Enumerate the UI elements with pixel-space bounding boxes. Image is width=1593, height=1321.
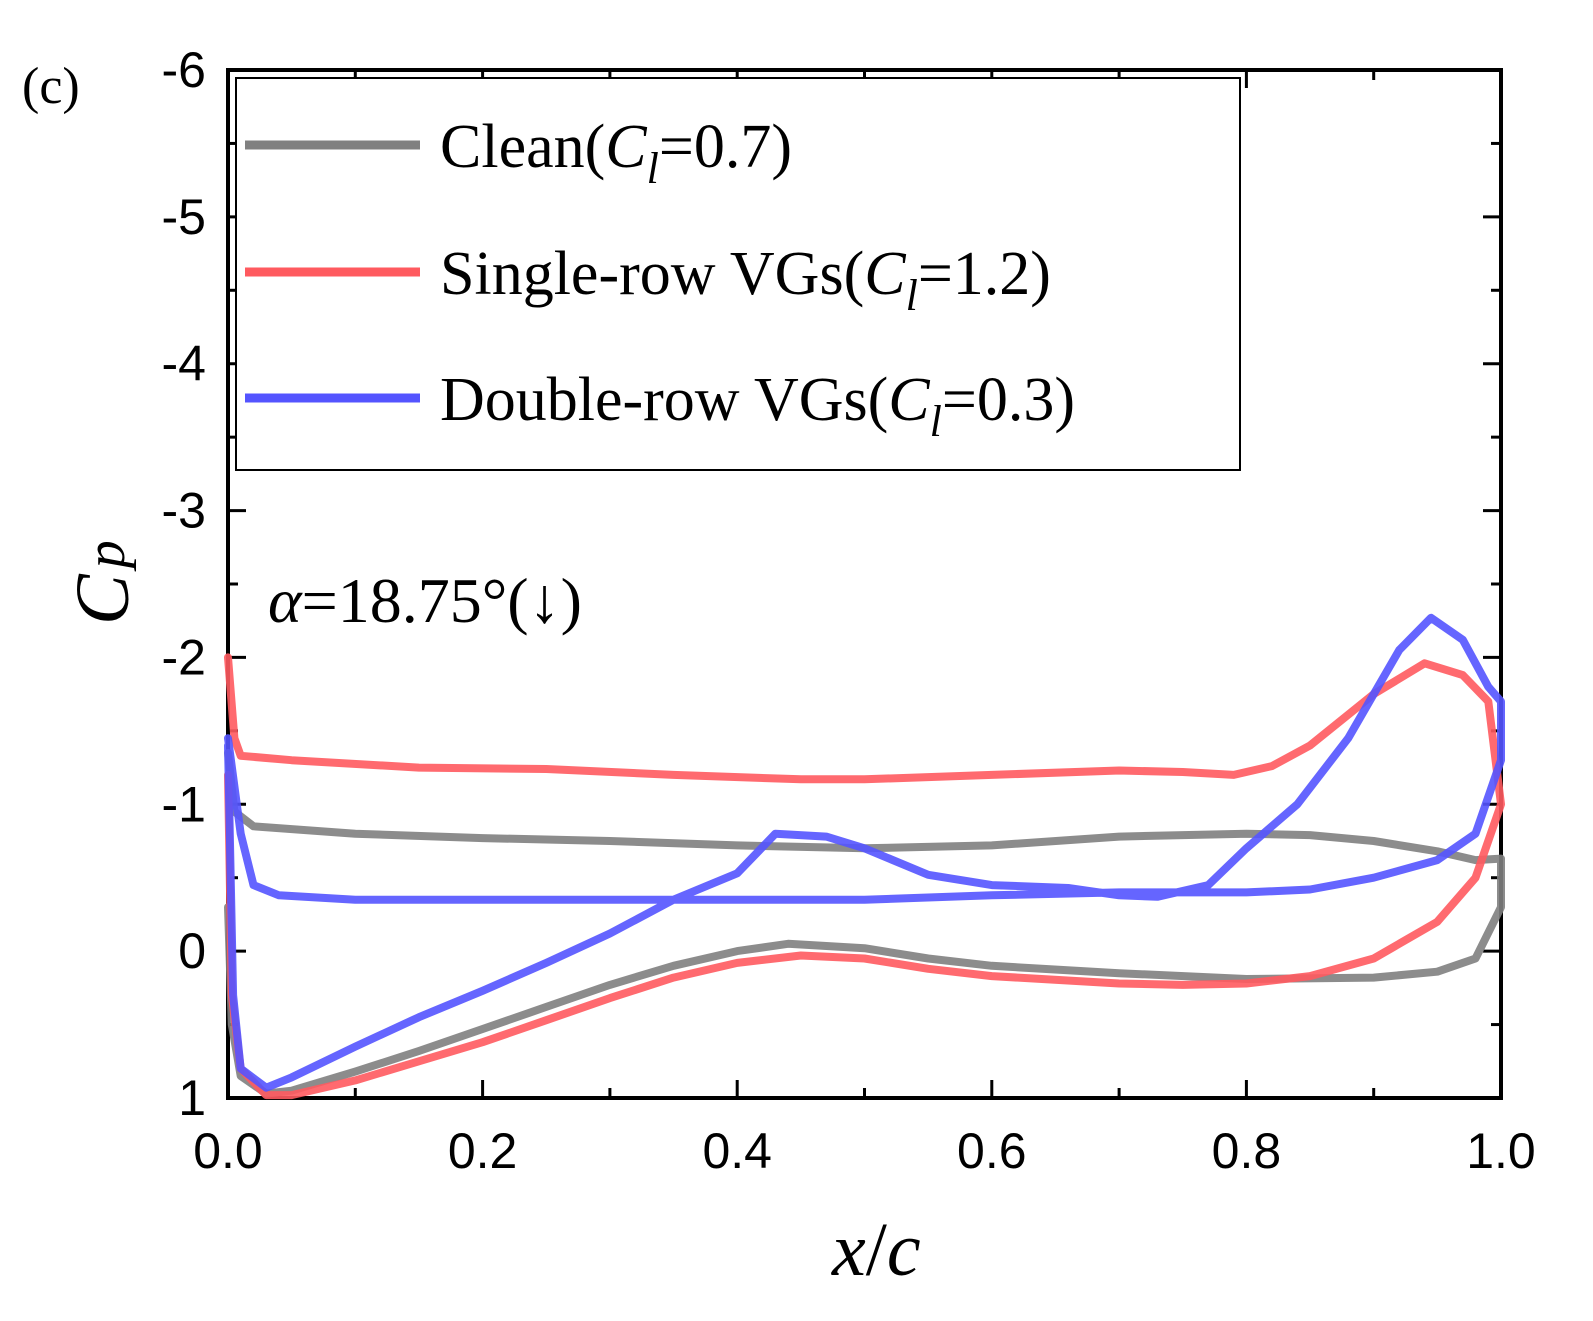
x-tick-label: 0.6 [957, 1123, 1027, 1179]
x-axis-label: x/c [831, 1208, 921, 1292]
series-line-single-row-vgs [224, 653, 1505, 1100]
y-tick-label: -3 [162, 483, 206, 539]
x-axis-ticks: 0.0 0.2 0.4 0.6 0.8 1.0 [193, 70, 1536, 1179]
x-tick-label: 0.8 [1212, 1123, 1282, 1179]
series-line-clean [224, 748, 1505, 1098]
y-tick-label: 0 [178, 923, 206, 979]
y-tick-label: -4 [162, 336, 206, 392]
x-tick-label: 0.0 [193, 1123, 263, 1179]
y-tick-label: -6 [162, 42, 206, 98]
x-tick-label: 0.4 [702, 1123, 772, 1179]
y-tick-label: -1 [162, 776, 206, 832]
legend-label-double-row-vgs: Double-row VGs(Cl=0.3) [440, 366, 1075, 446]
y-axis-label: Cp [61, 540, 145, 625]
legend-label-clean: Clean(Cl=0.7) [440, 113, 792, 193]
x-tick-label: 1.0 [1466, 1123, 1536, 1179]
y-tick-label: 1 [178, 1070, 206, 1126]
y-tick-label: -5 [162, 189, 206, 245]
alpha-symbol: α [268, 565, 303, 636]
data-series [224, 613, 1505, 1100]
angle-value: =18.75°(↓) [302, 565, 582, 636]
series-line-double-row-vgs [224, 613, 1505, 1092]
x-tick-label: 0.2 [448, 1123, 518, 1179]
legend: Clean(Cl=0.7) Single-row VGs(Cl=1.2) Doubl… [235, 77, 1241, 471]
legend-label-single-row-vgs: Single-row VGs(Cl=1.2) [440, 240, 1051, 320]
panel-label: (c) [22, 58, 80, 115]
y-tick-label: -2 [162, 629, 206, 685]
angle-annotation: α=18.75°(↓) [268, 565, 582, 636]
